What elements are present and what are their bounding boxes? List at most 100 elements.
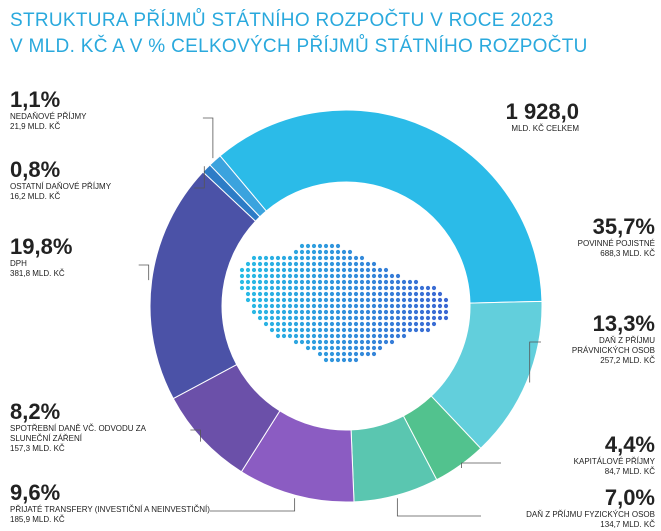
- map-dot: [329, 255, 335, 261]
- map-dot: [317, 351, 323, 357]
- map-dot: [293, 315, 299, 321]
- segment-label: 4,4% KAPITÁLOVÉ PŘÍJMY 84,7 MLD. KČ: [505, 433, 655, 477]
- map-dot: [257, 309, 263, 315]
- map-dot: [389, 309, 395, 315]
- map-dot: [395, 291, 401, 297]
- map-dot: [353, 321, 359, 327]
- map-dot: [353, 333, 359, 339]
- map-dot: [293, 321, 299, 327]
- map-dot: [287, 255, 293, 261]
- map-dot: [395, 327, 401, 333]
- map-dot: [353, 297, 359, 303]
- map-dot: [347, 273, 353, 279]
- map-dot: [323, 243, 329, 249]
- map-dot: [431, 303, 437, 309]
- value-label: 0,8%: [10, 157, 61, 182]
- map-dot: [353, 285, 359, 291]
- map-dot: [317, 297, 323, 303]
- segment-label: 0,8% OSTATNÍ DAŇOVÉ PŘÍJMY 16,2 MLD. KČ: [10, 158, 160, 202]
- map-dot: [371, 303, 377, 309]
- map-dot: [389, 273, 395, 279]
- map-dot: [395, 303, 401, 309]
- map-dot: [305, 333, 311, 339]
- map-dot: [293, 291, 299, 297]
- segment-label: 35,7% POVINNÉ POJISTNÉ 688,3 MLD. KČ: [505, 215, 655, 259]
- map-dot: [299, 291, 305, 297]
- map-dot: [287, 279, 293, 285]
- map-dot: [281, 267, 287, 273]
- map-dot: [437, 315, 443, 321]
- map-dot: [329, 285, 335, 291]
- map-dot: [335, 303, 341, 309]
- map-dot: [401, 333, 407, 339]
- map-dot: [407, 303, 413, 309]
- map-dot: [371, 267, 377, 273]
- map-dot: [389, 327, 395, 333]
- map-dot: [365, 351, 371, 357]
- map-dot: [293, 273, 299, 279]
- map-dot: [287, 303, 293, 309]
- map-dot: [359, 267, 365, 273]
- map-dot: [401, 321, 407, 327]
- value-label: 13,3%: [592, 311, 655, 336]
- map-dot: [341, 267, 347, 273]
- map-dot: [311, 261, 317, 267]
- map-dot: [365, 303, 371, 309]
- map-dot: [335, 357, 341, 363]
- map-dot: [335, 339, 341, 345]
- map-dot: [377, 315, 383, 321]
- map-dot: [401, 315, 407, 321]
- map-dot: [281, 321, 287, 327]
- map-dot: [371, 291, 377, 297]
- map-dot: [341, 303, 347, 309]
- map-dot: [299, 279, 305, 285]
- map-dot: [371, 297, 377, 303]
- map-dot: [251, 303, 257, 309]
- map-dot: [431, 321, 437, 327]
- map-dot: [299, 303, 305, 309]
- map-dot: [293, 339, 299, 345]
- map-dot: [263, 297, 269, 303]
- map-dot: [311, 249, 317, 255]
- map-dot: [311, 255, 317, 261]
- leader-line: [396, 498, 481, 517]
- map-dot: [437, 303, 443, 309]
- map-dot: [353, 339, 359, 345]
- map-dot: [365, 309, 371, 315]
- map-dot: [341, 273, 347, 279]
- map-dot: [365, 279, 371, 285]
- map-dot: [413, 285, 419, 291]
- map-dot: [383, 321, 389, 327]
- map-dot: [329, 333, 335, 339]
- map-dot: [317, 279, 323, 285]
- total-value: 1 928,0: [505, 99, 579, 124]
- map-dot: [341, 255, 347, 261]
- map-dot: [419, 315, 425, 321]
- map-dot: [341, 285, 347, 291]
- map-dot: [431, 297, 437, 303]
- map-dot: [371, 315, 377, 321]
- map-dot: [377, 345, 383, 351]
- map-dot: [281, 309, 287, 315]
- map-dot: [263, 267, 269, 273]
- map-dot: [251, 297, 257, 303]
- map-dot: [269, 297, 275, 303]
- map-dot: [425, 303, 431, 309]
- map-dot: [401, 291, 407, 297]
- map-dot: [269, 279, 275, 285]
- map-dot: [377, 267, 383, 273]
- map-dot: [359, 351, 365, 357]
- map-dot: [335, 267, 341, 273]
- map-dot: [251, 255, 257, 261]
- map-dot: [365, 321, 371, 327]
- map-dot: [251, 261, 257, 267]
- category-label: KAPITÁLOVÉ PŘÍJMY: [573, 457, 655, 466]
- map-dot: [395, 333, 401, 339]
- map-dot: [371, 345, 377, 351]
- map-dot: [317, 249, 323, 255]
- map-dot: [257, 267, 263, 273]
- map-dot: [359, 321, 365, 327]
- map-dot: [341, 321, 347, 327]
- map-dot: [329, 243, 335, 249]
- map-dot: [317, 303, 323, 309]
